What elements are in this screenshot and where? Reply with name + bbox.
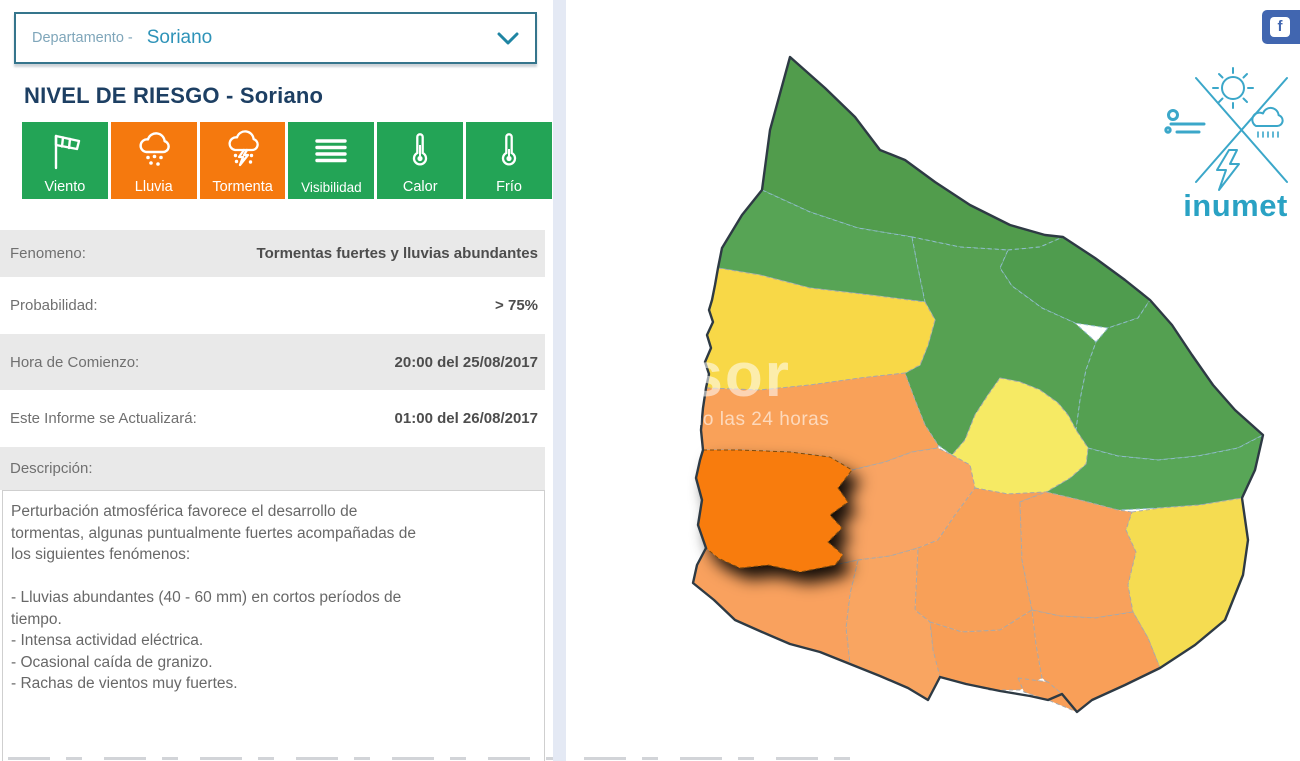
info-row-fenomeno: Fenomeno: Tormentas fuertes y lluvias ab… (0, 230, 545, 277)
info-row-value: Tormentas fuertes y lluvias abundantes (256, 245, 538, 262)
page-title: NIVEL DE RIESGO - Soriano (24, 83, 324, 108)
sun-icon (1212, 67, 1254, 109)
risk-tile-label: Lluvia (134, 179, 173, 195)
map-department-soriano-selected[interactable] (695, 449, 853, 573)
info-row-label: Fenomeno: (10, 245, 86, 262)
info-row-value: 20:00 del 25/08/2017 (394, 353, 538, 371)
risk-tile-label: Viento (44, 179, 86, 195)
risk-tile-visibilidad[interactable]: Visibilidad (288, 122, 375, 199)
rain-cloud-icon (139, 132, 170, 166)
storm-cloud-icon (228, 130, 259, 167)
facebook-icon: f (1270, 17, 1290, 37)
rain-cloud-icon (1251, 106, 1284, 138)
risk-tiles: Viento Lluvia (22, 122, 552, 199)
windsock-icon (54, 134, 81, 170)
thermometer-icon (501, 133, 517, 166)
risk-tile-frio[interactable]: Frío (466, 122, 552, 199)
chevron-down-icon (497, 32, 519, 44)
map-department-tacuarembo[interactable] (904, 236, 1097, 456)
facebook-share-button[interactable]: f (1262, 10, 1300, 44)
map-department-durazno[interactable] (951, 377, 1089, 495)
wind-icon (1164, 109, 1206, 134)
risk-tile-tormenta[interactable]: Tormenta (199, 122, 286, 199)
map-department-lavalleja[interactable] (1019, 491, 1137, 619)
risk-tile-lluvia[interactable]: Lluvia (110, 122, 197, 199)
map-department-florida[interactable] (914, 487, 1047, 633)
risk-panel: Departamento - Soriano NIVEL DE RIESGO -… (0, 0, 853, 761)
panel-scrollbar[interactable] (553, 0, 566, 761)
info-row-label: Probabilidad: (10, 297, 98, 314)
info-row-descripcion: Descripción: (0, 447, 545, 490)
description-box: Perturbación atmosférica favorece el des… (2, 490, 545, 761)
department-dropdown[interactable]: Departamento - Soriano (14, 12, 537, 64)
risk-tile-label: Calor (402, 179, 438, 195)
inumet-logo-icon (1164, 67, 1288, 191)
risk-tile-viento[interactable]: Viento (22, 122, 108, 199)
info-row-hora-comienzo: Hora de Comienzo: 20:00 del 25/08/2017 (0, 334, 545, 390)
description-text: Perturbación atmosférica favorece el des… (11, 503, 416, 692)
info-row-probabilidad: Probabilidad: > 75% (0, 277, 545, 334)
inumet-logo-text: inumet (1183, 188, 1288, 223)
info-row-value: 01:00 del 26/08/2017 (394, 410, 538, 427)
logo-x-line-icon (1195, 77, 1288, 183)
info-row-value: > 75% (495, 297, 538, 314)
info-row-actualizacion: Este Informe se Actualizará: 01:00 del 2… (0, 390, 545, 447)
risk-tile-calor[interactable]: Calor (377, 122, 464, 199)
department-dropdown-label: Departamento - (32, 30, 133, 46)
risk-tile-label: Frío (496, 179, 522, 195)
country-outline (691, 55, 1265, 714)
risk-tile-label: Tormenta (212, 179, 273, 195)
map-department-salto[interactable] (717, 189, 926, 303)
risk-tile-label: Visibilidad (301, 180, 362, 195)
department-dropdown-value: Soriano (146, 27, 213, 48)
info-row-label: Descripción: (10, 460, 93, 477)
cutoff-text-fragment (8, 757, 853, 760)
info-row-label: Hora de Comienzo: (10, 353, 140, 371)
thermometer-icon (413, 133, 428, 166)
visibility-lines-icon (315, 139, 348, 163)
info-row-label: Este Informe se Actualizará: (10, 410, 197, 427)
lightning-bolt-icon (1216, 149, 1240, 191)
